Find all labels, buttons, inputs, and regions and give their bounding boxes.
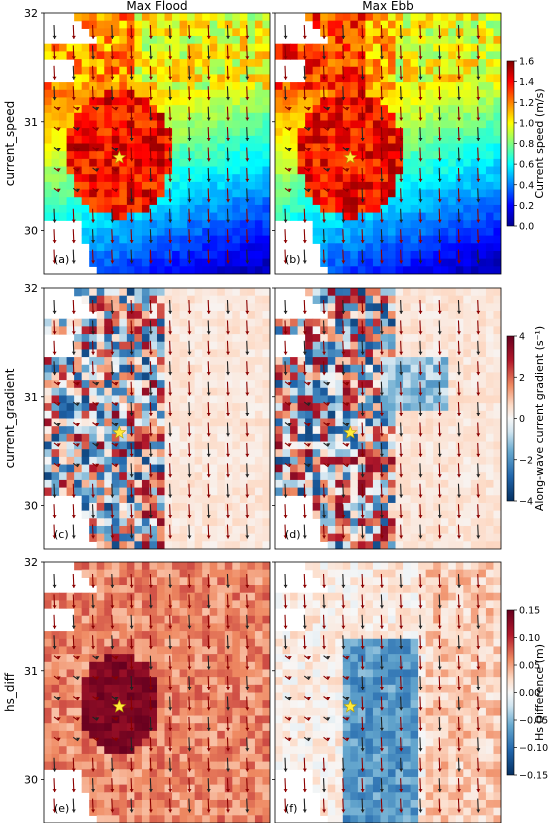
colorbar-tick-label: 0.10 xyxy=(519,633,540,644)
site-star-marker xyxy=(112,150,127,164)
panel-label: (f) xyxy=(285,802,297,815)
panel-f xyxy=(275,562,501,823)
panel-c xyxy=(44,288,270,549)
panel-frame xyxy=(274,12,502,275)
colorbar-tick-label: 0.00 xyxy=(519,688,540,699)
y-tick-label: 30 xyxy=(24,225,38,238)
site-star-marker xyxy=(343,150,358,164)
site-star-marker xyxy=(112,699,127,713)
panel-frame xyxy=(43,287,271,550)
y-tick-label: 32 xyxy=(24,556,38,569)
y-tick-label: 32 xyxy=(24,7,38,20)
colorbar-tick-label: 1.2 xyxy=(519,98,534,109)
colorbar xyxy=(506,335,515,502)
colorbar-tick-label: 0.4 xyxy=(519,180,534,191)
y-tick-label: 31 xyxy=(24,665,38,678)
colorbar-tick-label: −0.05 xyxy=(519,716,548,727)
colorbar-tick-label: 1.6 xyxy=(519,57,534,68)
panel-label: (b) xyxy=(285,253,301,266)
colorbar-tick-label: 0.2 xyxy=(519,201,534,212)
y-tick-label: 32 xyxy=(24,282,38,295)
panel-b xyxy=(275,13,501,274)
panel-label: (d) xyxy=(285,528,301,541)
panel-frame xyxy=(274,287,502,550)
site-star-marker xyxy=(112,425,127,439)
y-tick-label: 30 xyxy=(24,500,38,513)
colorbar-tick-label: −0.10 xyxy=(519,743,548,754)
colorbar-tick-label: −0.15 xyxy=(519,771,548,782)
column-title: Max Ebb xyxy=(362,0,413,13)
panel-label: (a) xyxy=(54,253,69,266)
colorbar-tick-label: 0.6 xyxy=(519,160,534,171)
panel-frame xyxy=(43,12,271,275)
colorbar xyxy=(506,609,515,776)
colorbar-tick-label: 0.0 xyxy=(519,222,534,233)
panel-a xyxy=(44,13,270,274)
colorbar-tick-label: −2 xyxy=(519,455,533,466)
colorbar-tick-label: 0.05 xyxy=(519,661,540,672)
colorbar-tick-label: −4 xyxy=(519,497,533,508)
site-star-marker xyxy=(343,425,358,439)
colorbar-label: Current speed (m/s) xyxy=(533,88,546,198)
y-tick-label: 30 xyxy=(24,774,38,787)
column-title: Max Flood xyxy=(126,0,187,13)
colorbar-tick-label: 1.4 xyxy=(519,77,534,88)
panel-d xyxy=(275,288,501,549)
panel-e xyxy=(44,562,270,823)
panel-frame xyxy=(43,561,271,823)
colorbar-tick-label: 4 xyxy=(519,332,525,343)
panel-frame xyxy=(274,561,502,823)
colorbar xyxy=(506,60,515,227)
row-label: current_gradient xyxy=(3,368,17,468)
y-tick-label: 31 xyxy=(24,116,38,129)
colorbar-label: Along-wave current gradient (s⁻¹) xyxy=(533,326,546,511)
panel-label: (e) xyxy=(54,802,69,815)
panel-label: (c) xyxy=(54,528,69,541)
site-star-marker xyxy=(343,699,358,713)
row-label: current_speed xyxy=(3,101,17,187)
colorbar-tick-label: 0.8 xyxy=(519,139,534,150)
row-label: hs_diff xyxy=(3,672,17,712)
colorbar-label: Hs Difference (m) xyxy=(533,644,546,741)
colorbar-tick-label: 1.0 xyxy=(519,118,534,129)
colorbar-tick-label: 0.15 xyxy=(519,606,540,617)
colorbar-tick-label: 2 xyxy=(519,373,525,384)
colorbar-tick-label: 0 xyxy=(519,414,525,425)
y-tick-label: 31 xyxy=(24,391,38,404)
